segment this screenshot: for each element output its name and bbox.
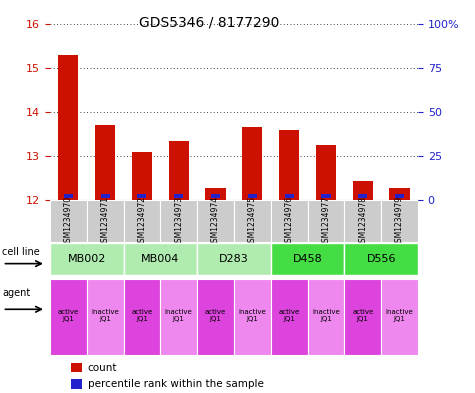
Text: inactive
JQ1: inactive JQ1	[165, 309, 192, 322]
Bar	[358, 194, 367, 198]
Bar	[86, 279, 124, 355]
Text: GSM1234975: GSM1234975	[248, 195, 257, 247]
Bar	[174, 194, 183, 198]
Text: GSM1234970: GSM1234970	[64, 195, 73, 247]
Bar	[137, 194, 146, 198]
Text: active
JQ1: active JQ1	[57, 309, 79, 322]
Text: GSM1234976: GSM1234976	[285, 195, 294, 247]
Text: cell line: cell line	[2, 246, 40, 257]
Bar	[344, 279, 381, 355]
Bar	[381, 279, 418, 355]
Bar	[86, 200, 124, 242]
Bar	[279, 130, 299, 200]
Text: active
JQ1: active JQ1	[131, 309, 152, 322]
Bar	[381, 200, 418, 242]
Bar	[197, 200, 234, 242]
Bar	[124, 243, 197, 275]
Bar	[132, 152, 152, 200]
Text: percentile rank within the sample: percentile rank within the sample	[88, 379, 264, 389]
Bar	[205, 188, 226, 200]
Bar	[322, 194, 331, 198]
Bar	[160, 279, 197, 355]
Bar	[390, 188, 410, 200]
Bar	[344, 243, 418, 275]
Text: agent: agent	[2, 288, 31, 298]
Text: inactive
JQ1: inactive JQ1	[238, 309, 266, 322]
Bar	[271, 243, 344, 275]
Bar	[50, 243, 124, 275]
Bar	[50, 200, 86, 242]
Bar	[197, 243, 271, 275]
Text: GDS5346 / 8177290: GDS5346 / 8177290	[139, 16, 279, 30]
Text: active
JQ1: active JQ1	[352, 309, 373, 322]
Bar	[101, 194, 110, 198]
Bar	[285, 194, 294, 198]
Text: GSM1234979: GSM1234979	[395, 195, 404, 247]
Text: GSM1234977: GSM1234977	[322, 195, 331, 247]
Bar	[71, 363, 82, 373]
Bar	[169, 141, 189, 200]
Bar	[271, 200, 308, 242]
Bar	[234, 279, 271, 355]
Text: MB004: MB004	[141, 253, 180, 264]
Bar	[344, 200, 381, 242]
Bar	[124, 200, 160, 242]
Text: GSM1234974: GSM1234974	[211, 195, 220, 247]
Text: D458: D458	[293, 253, 323, 264]
Bar	[211, 194, 220, 198]
Bar	[242, 127, 263, 200]
Text: inactive
JQ1: inactive JQ1	[312, 309, 340, 322]
Bar	[308, 279, 344, 355]
Bar	[160, 200, 197, 242]
Bar	[234, 200, 271, 242]
Bar	[58, 55, 78, 200]
Text: D283: D283	[219, 253, 249, 264]
Bar	[95, 125, 115, 200]
Bar	[271, 279, 308, 355]
Bar	[352, 180, 373, 200]
Text: active
JQ1: active JQ1	[205, 309, 226, 322]
Text: GSM1234973: GSM1234973	[174, 195, 183, 247]
Bar	[248, 194, 257, 198]
Text: active
JQ1: active JQ1	[278, 309, 300, 322]
Bar	[124, 279, 160, 355]
Text: inactive
JQ1: inactive JQ1	[91, 309, 119, 322]
Text: GSM1234972: GSM1234972	[137, 196, 146, 246]
Bar	[64, 194, 73, 198]
Text: GSM1234971: GSM1234971	[101, 196, 110, 246]
Bar	[197, 279, 234, 355]
Bar	[50, 279, 86, 355]
Bar	[71, 379, 82, 389]
Bar	[395, 194, 404, 198]
Text: count: count	[88, 362, 117, 373]
Text: inactive
JQ1: inactive JQ1	[386, 309, 413, 322]
Text: GSM1234978: GSM1234978	[358, 196, 367, 246]
Bar	[316, 145, 336, 200]
Text: MB002: MB002	[67, 253, 106, 264]
Bar	[308, 200, 344, 242]
Text: D556: D556	[366, 253, 396, 264]
